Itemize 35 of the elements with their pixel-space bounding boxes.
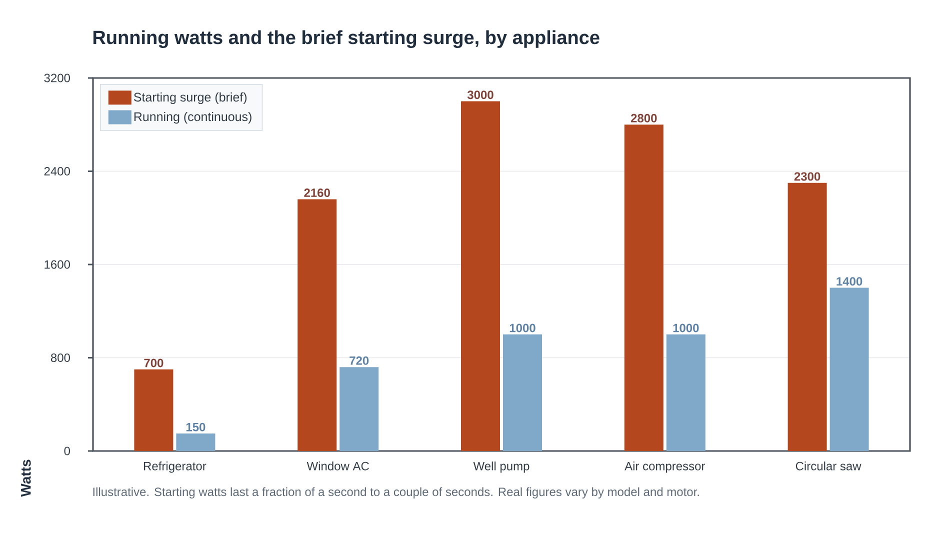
x-tick-label: Circular saw xyxy=(796,462,862,470)
y-tick-label: 2400 xyxy=(44,167,70,176)
data-label: 1400 xyxy=(836,277,862,286)
data-label: 720 xyxy=(350,356,369,365)
y-axis-title: Watts xyxy=(21,460,31,497)
data-label: 1000 xyxy=(510,324,536,332)
data-label: 2800 xyxy=(630,114,657,122)
data-label: 700 xyxy=(144,358,164,368)
y-tick-label: 800 xyxy=(50,354,70,362)
data-label: 2160 xyxy=(304,188,330,198)
data-label: 150 xyxy=(186,422,206,432)
y-tick-label: 3200 xyxy=(44,74,70,82)
bar xyxy=(134,369,174,451)
x-tick-label: Air compressor xyxy=(624,462,706,473)
legend-label: Starting surge (brief) xyxy=(134,92,247,104)
chart-title: Running watts and the brief starting surge, by appliance xyxy=(93,30,600,48)
y-tick-label: 0 xyxy=(64,446,70,456)
bar xyxy=(461,101,500,451)
text: Illustrative. Starting watts last a fraction of a second to a couple of seconds. Real figures vary by model and motor. xyxy=(93,487,699,498)
legend-label: Running (continuous) xyxy=(134,112,252,124)
bar xyxy=(176,434,216,451)
data-label: 3000 xyxy=(467,90,494,100)
bar xyxy=(788,182,827,451)
y-tick-label: 1600 xyxy=(44,260,70,269)
bar xyxy=(666,334,706,451)
x-tick-label: Refrigerator xyxy=(144,462,206,473)
x-tick-label: Well pump xyxy=(473,462,530,473)
x-tick-label: Window AC xyxy=(306,462,369,470)
data-label: 2300 xyxy=(794,172,820,181)
bar xyxy=(340,367,379,451)
bar xyxy=(298,199,337,451)
bar xyxy=(830,288,869,451)
bar xyxy=(503,334,542,451)
bar xyxy=(624,124,664,451)
data-label: 1000 xyxy=(673,324,699,332)
